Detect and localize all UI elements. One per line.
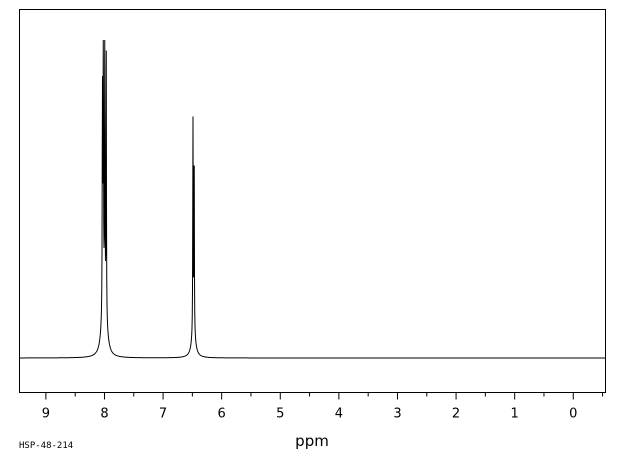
x-axis-title: ppm: [295, 432, 329, 450]
x-major-ticks: [45, 392, 574, 400]
spectrum-trace: [19, 39, 606, 359]
sample-code-label: HSP-48-214: [19, 441, 73, 451]
x-tick-label: 2: [452, 407, 460, 422]
x-tick-label: 3: [393, 407, 401, 422]
x-minor-ticks: [74, 392, 604, 397]
x-tick-label: 9: [42, 407, 50, 422]
x-tick-label: 7: [159, 407, 167, 422]
x-tick-label: 5: [276, 407, 284, 422]
x-tick-label: 0: [569, 407, 577, 422]
x-tick-label: 1: [511, 407, 519, 422]
x-tick-label: 4: [335, 407, 343, 422]
plot-frame: [19, 9, 606, 393]
x-tick-labels: 9 8 7 6 5 4 3 2 1 0: [42, 407, 578, 422]
x-tick-label: 6: [218, 407, 226, 422]
x-tick-label: 8: [100, 407, 108, 422]
